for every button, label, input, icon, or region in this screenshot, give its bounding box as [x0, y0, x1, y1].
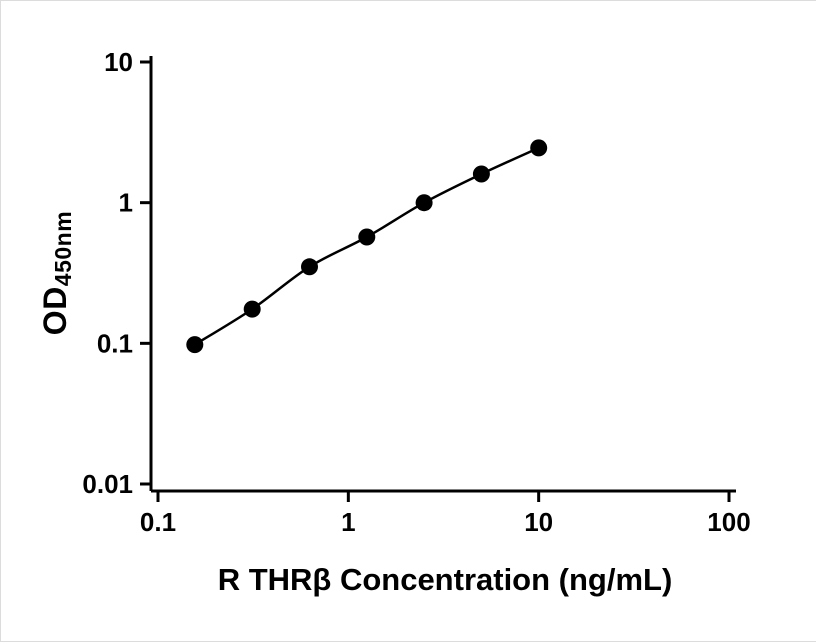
- y-axis-label: OD450nm: [37, 211, 77, 335]
- data-point-marker: [472, 165, 490, 183]
- data-point-marker: [358, 228, 376, 246]
- x-axis-tick-label: 1: [341, 507, 355, 537]
- y-axis-tick-label: 0.01: [82, 469, 133, 499]
- data-point-marker: [243, 300, 261, 318]
- y-axis-tick-label: 0.1: [97, 328, 133, 358]
- y-axis-tick-label: 10: [104, 47, 133, 77]
- y-axis-tick-label: 1: [119, 188, 133, 218]
- y-axis-label-subscript: 450nm: [50, 210, 76, 287]
- data-point-marker: [415, 194, 433, 212]
- x-axis-tick-label: 10: [524, 507, 553, 537]
- data-point-marker: [301, 258, 318, 276]
- x-axis-label: R THRβ Concentration (ng/mL): [217, 562, 673, 597]
- data-point-marker: [186, 336, 204, 354]
- x-axis-tick-label: 100: [707, 507, 750, 537]
- data-point-marker: [530, 139, 548, 157]
- y-axis-label-main: OD: [37, 286, 73, 336]
- x-axis-tick-label: 0.1: [140, 507, 176, 537]
